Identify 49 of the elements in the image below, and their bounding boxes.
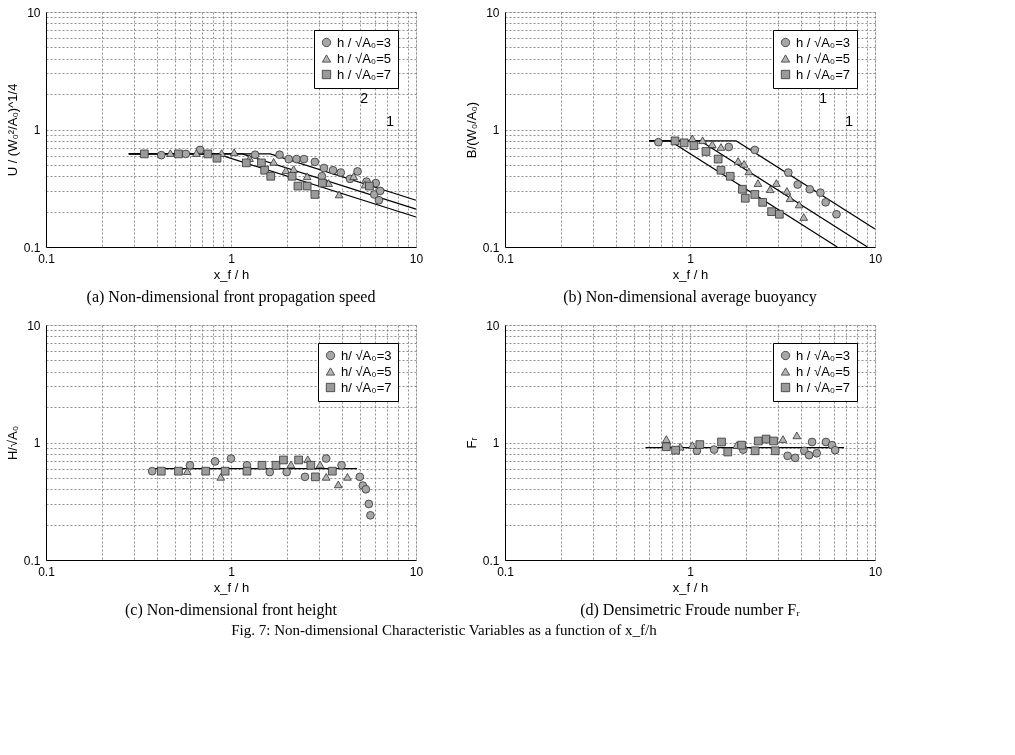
text: (c) Non-dimensional front height: [125, 601, 338, 619]
text: (b) Non-dimensional average buoyancy: [563, 288, 817, 306]
caption: Fig. 7: Non-dimensional Characteristic Variables as a function of x_f/h: [231, 621, 658, 638]
y-axis-title: U / (W₀²/A₀)^1/4: [4, 83, 20, 177]
annotation: 1: [845, 113, 854, 130]
legend-label: h/ √A₀=5: [341, 363, 392, 379]
annotation: 2: [360, 89, 369, 106]
y-tick-label: 10: [486, 318, 500, 333]
legend-label: h / √A₀=5: [337, 50, 392, 66]
y-tick-label: 1: [33, 123, 41, 137]
y-tick-label: 1: [33, 436, 41, 450]
y-tick-label: 10: [27, 318, 41, 333]
legend-label: h / √A₀=7: [337, 66, 392, 82]
x-axis-title: x_f / h: [213, 266, 250, 282]
x-tick-label: 1: [687, 251, 695, 266]
y-tick-label: 0.1: [23, 553, 41, 568]
x-tick-label: 1: [687, 564, 695, 579]
y-axis-title: B/(W₀/A₀): [463, 101, 479, 159]
text: (a) Non-dimensional front propagation speed: [86, 288, 376, 306]
y-axis-title: Fᵣ: [463, 437, 479, 449]
annotation: 1: [819, 89, 828, 106]
y-tick-label: 0.1: [482, 553, 500, 568]
text: (d) Densimetric Froude number Fᵣ: [580, 601, 801, 619]
x-axis-title: x_f / h: [672, 579, 709, 595]
x-axis-title: x_f / h: [672, 266, 709, 282]
legend-label: h / √A₀=3: [337, 34, 392, 50]
x-tick-label: 10: [409, 251, 424, 266]
y-tick-label: 1: [492, 436, 500, 450]
legend-label: h / √A₀=7: [796, 379, 851, 395]
legend-label: h / √A₀=3: [796, 347, 851, 363]
annotation: 1: [386, 113, 395, 130]
y-tick-label: 0.1: [23, 240, 41, 255]
x-tick-label: 10: [409, 564, 424, 579]
x-tick-label: 10: [868, 564, 883, 579]
y-tick-label: 0.1: [482, 240, 500, 255]
legend-label: h/ √A₀=7: [341, 379, 392, 395]
x-tick-label: 1: [228, 564, 236, 579]
y-axis-title: H/√A₀: [4, 425, 20, 461]
legend-label: h / √A₀=5: [796, 363, 851, 379]
y-tick-label: 10: [27, 5, 41, 20]
legend-label: h / √A₀=3: [796, 34, 851, 50]
legend-label: h / √A₀=7: [796, 66, 851, 82]
x-tick-label: 10: [868, 251, 883, 266]
y-tick-label: 10: [486, 5, 500, 20]
x-axis-title: x_f / h: [213, 579, 250, 595]
x-tick-label: 1: [228, 251, 236, 266]
legend-label: h / √A₀=5: [796, 50, 851, 66]
legend-label: h/ √A₀=3: [341, 347, 392, 363]
y-tick-label: 1: [492, 123, 500, 137]
